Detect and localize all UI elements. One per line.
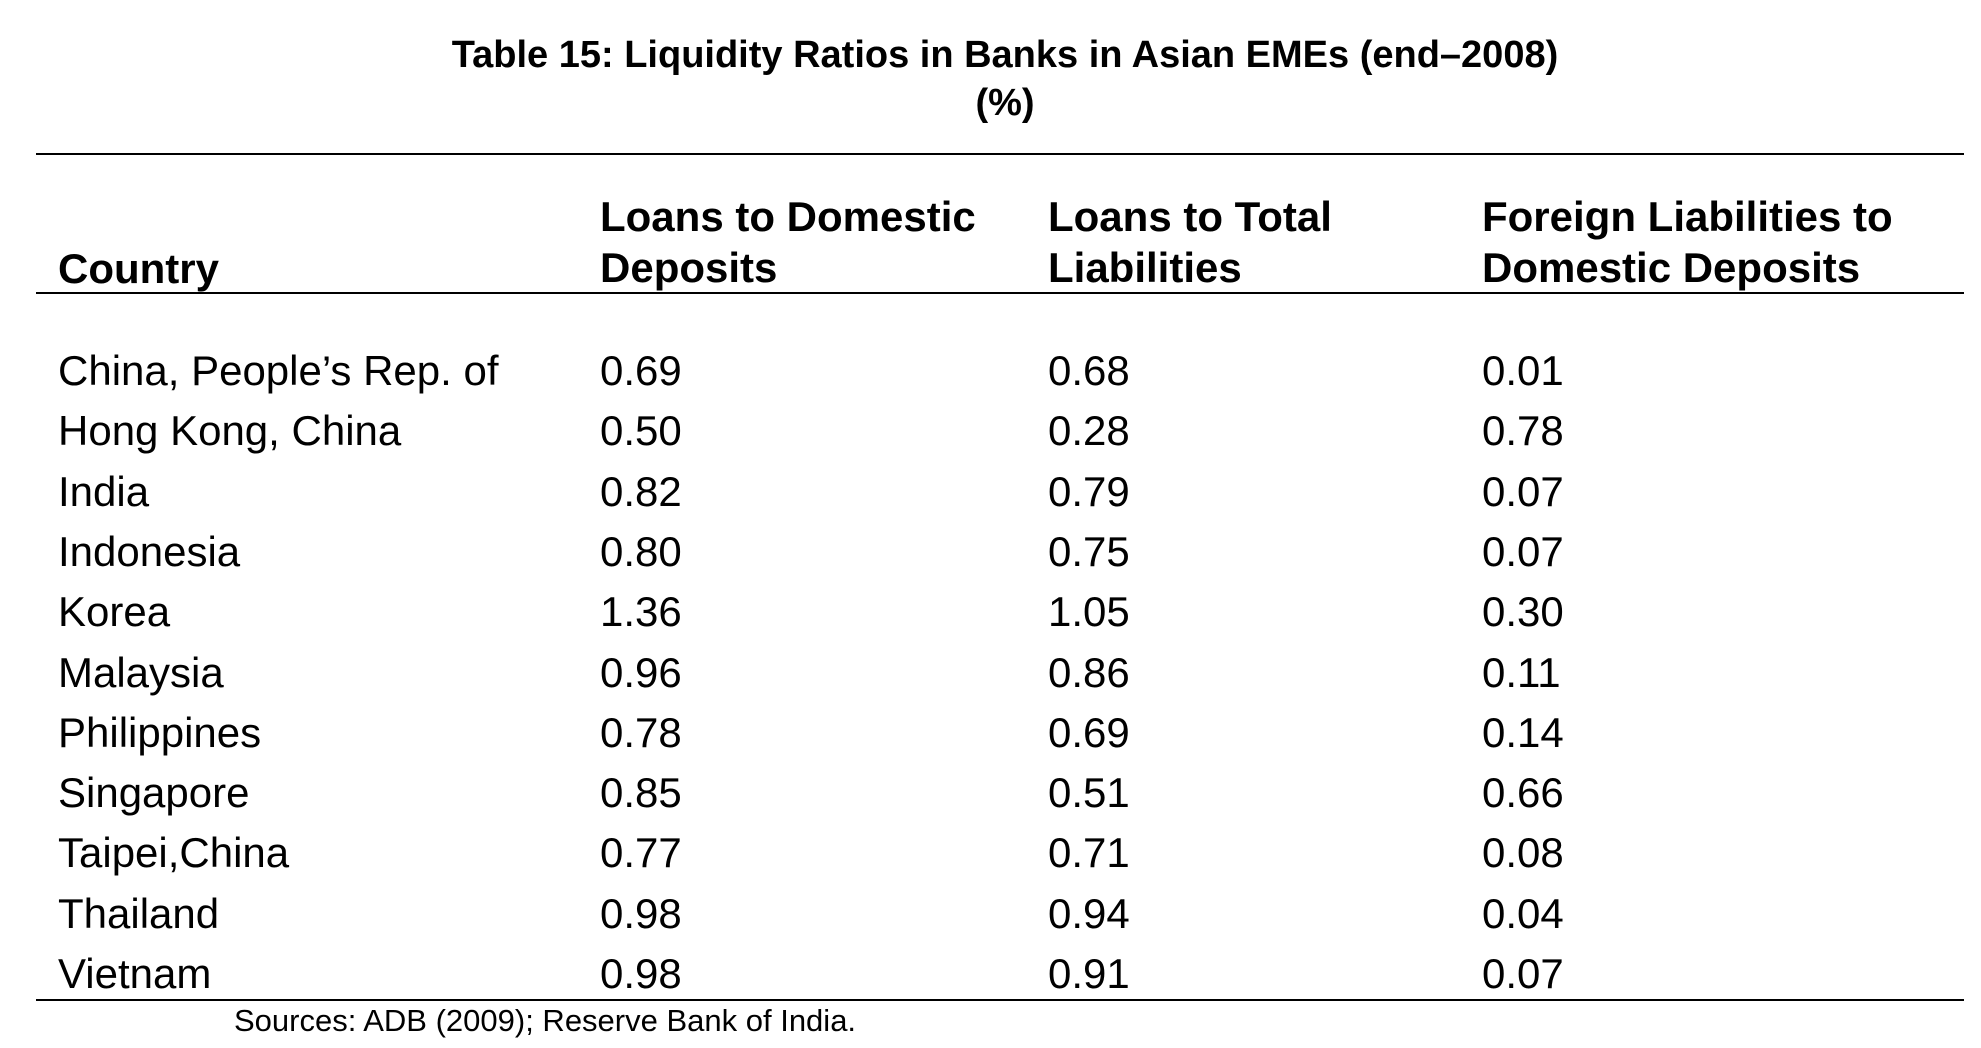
cell-country: India xyxy=(58,468,150,515)
cell-loans-to-domestic-deposits: 0.69 xyxy=(600,347,682,394)
cell-loans-to-domestic-deposits: 0.77 xyxy=(600,829,682,876)
cell-country: Indonesia xyxy=(58,528,241,575)
header-rule xyxy=(36,292,1964,294)
cell-loans-to-total-liabilities: 0.86 xyxy=(1048,649,1130,696)
cell-foreign-liabilities-to-domestic-deposits: 0.30 xyxy=(1482,588,1564,635)
header-foreign-liabilities-line1: Foreign Liabilities to xyxy=(1482,193,1893,240)
cell-country: Vietnam xyxy=(58,950,212,997)
top-rule xyxy=(36,153,1964,155)
cell-country: Korea xyxy=(58,588,171,635)
cell-loans-to-domestic-deposits: 0.98 xyxy=(600,890,682,937)
cell-foreign-liabilities-to-domestic-deposits: 0.07 xyxy=(1482,468,1564,515)
cell-loans-to-total-liabilities: 0.51 xyxy=(1048,769,1130,816)
table-title: Table 15: Liquidity Ratios in Banks in A… xyxy=(451,34,1559,76)
cell-loans-to-total-liabilities: 0.69 xyxy=(1048,709,1130,756)
cell-loans-to-domestic-deposits: 0.78 xyxy=(600,709,682,756)
cell-foreign-liabilities-to-domestic-deposits: 0.11 xyxy=(1482,649,1561,696)
cell-country: Taipei,China xyxy=(58,829,290,876)
cell-foreign-liabilities-to-domestic-deposits: 0.78 xyxy=(1482,407,1564,454)
cell-loans-to-total-liabilities: 0.79 xyxy=(1048,468,1130,515)
header-loans-domestic-line2: Deposits xyxy=(600,244,778,291)
cell-loans-to-total-liabilities: 1.05 xyxy=(1048,588,1130,635)
cell-foreign-liabilities-to-domestic-deposits: 0.01 xyxy=(1482,347,1564,394)
cell-loans-to-total-liabilities: 0.28 xyxy=(1048,407,1130,454)
header-loans-total-line1: Loans to Total xyxy=(1048,193,1332,240)
cell-loans-to-total-liabilities: 0.71 xyxy=(1048,829,1130,876)
cell-foreign-liabilities-to-domestic-deposits: 0.14 xyxy=(1482,709,1564,756)
cell-loans-to-total-liabilities: 0.75 xyxy=(1048,528,1130,575)
cell-foreign-liabilities-to-domestic-deposits: 0.08 xyxy=(1482,829,1564,876)
cell-country: Malaysia xyxy=(58,649,224,696)
cell-loans-to-total-liabilities: 0.68 xyxy=(1048,347,1130,394)
table-unit: (%) xyxy=(975,82,1035,124)
cell-loans-to-domestic-deposits: 0.80 xyxy=(600,528,682,575)
source-note: Sources: ADB (2009); Reserve Bank of Ind… xyxy=(234,1003,857,1038)
cell-country: Hong Kong, China xyxy=(58,407,402,454)
cell-foreign-liabilities-to-domestic-deposits: 0.04 xyxy=(1482,890,1564,937)
cell-foreign-liabilities-to-domestic-deposits: 0.07 xyxy=(1482,528,1564,575)
cell-loans-to-total-liabilities: 0.94 xyxy=(1048,890,1130,937)
cell-country: China, People’s Rep. of xyxy=(58,347,499,394)
header-foreign-liabilities-line2: Domestic Deposits xyxy=(1482,244,1861,291)
cell-loans-to-domestic-deposits: 0.96 xyxy=(600,649,682,696)
cell-loans-to-domestic-deposits: 1.36 xyxy=(600,588,682,635)
cell-country: Singapore xyxy=(58,769,250,816)
header-loans-total-line2: Liabilities xyxy=(1048,244,1242,291)
cell-loans-to-domestic-deposits: 0.85 xyxy=(600,769,682,816)
cell-loans-to-domestic-deposits: 0.98 xyxy=(600,950,682,997)
cell-loans-to-total-liabilities: 0.91 xyxy=(1048,950,1130,997)
header-country: Country xyxy=(58,245,219,292)
cell-country: Thailand xyxy=(58,890,220,937)
bottom-rule xyxy=(36,999,1964,1001)
header-loans-domestic-line1: Loans to Domestic xyxy=(600,193,976,240)
cell-country: Philippines xyxy=(58,709,262,756)
cell-foreign-liabilities-to-domestic-deposits: 0.07 xyxy=(1482,950,1564,997)
cell-foreign-liabilities-to-domestic-deposits: 0.66 xyxy=(1482,769,1564,816)
cell-loans-to-domestic-deposits: 0.50 xyxy=(600,407,682,454)
cell-loans-to-domestic-deposits: 0.82 xyxy=(600,468,682,515)
